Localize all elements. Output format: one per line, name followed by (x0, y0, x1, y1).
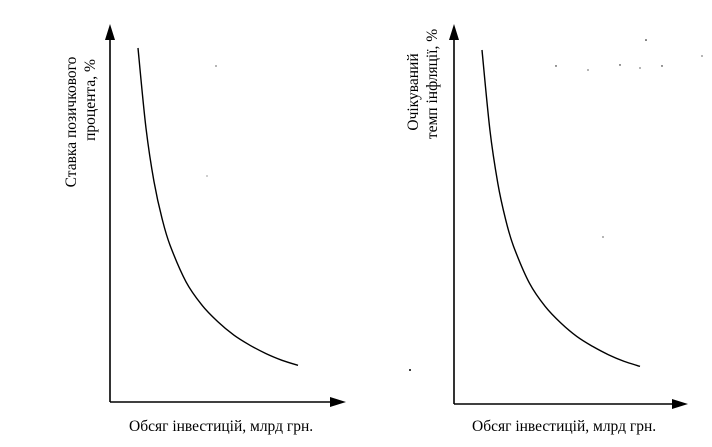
right-y-axis-arrow-icon (449, 24, 459, 40)
left-y-axis-label-line-2: процента, % (82, 59, 99, 141)
right-x-axis-arrow-icon (672, 399, 688, 409)
right-curve (481, 49, 641, 368)
scan-noise (206, 39, 703, 371)
right-panel: Обсяг інвестицій, млрд грн. Очікуваний т… (405, 24, 688, 435)
right-x-axis-label: Обсяг інвестицій, млрд грн. (472, 418, 656, 435)
left-x-axis-arrow-icon (330, 397, 346, 407)
right-y-axis-label-line-2: темп інфляції, % (424, 29, 441, 139)
right-y-axis-label-line-1: Очікуваний (405, 53, 422, 130)
left-y-axis-arrow-icon (105, 24, 115, 40)
left-curve (137, 47, 299, 366)
left-x-axis-label: Обсяг інвестицій, млрд грн. (129, 418, 313, 435)
left-y-axis-label-line-1: Ставка позичкового (63, 56, 80, 187)
left-panel: Обсяг інвестицій, млрд грн. Ставка позич… (63, 24, 346, 435)
